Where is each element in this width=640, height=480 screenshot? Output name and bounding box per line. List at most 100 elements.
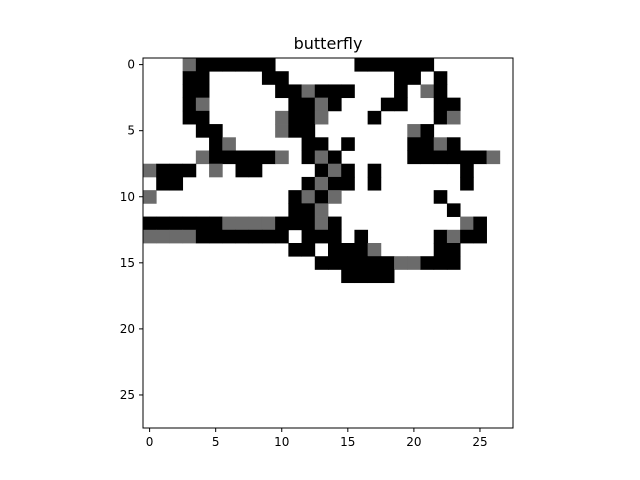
heatmap-cell <box>235 150 250 165</box>
heatmap-cell <box>460 216 474 231</box>
heatmap-cell <box>275 71 289 85</box>
heatmap-cell <box>195 97 210 112</box>
heatmap-cell <box>288 203 302 217</box>
heatmap-cell <box>182 163 197 178</box>
heatmap-cell <box>235 229 250 244</box>
heatmap-cell <box>328 190 342 204</box>
heatmap-cell <box>195 58 210 72</box>
heatmap-cell <box>446 97 461 112</box>
heatmap-cell <box>261 150 276 165</box>
heatmap-cell <box>394 256 408 270</box>
y-axis: 0 5 10 15 20 25 <box>120 58 143 402</box>
heatmap-cell <box>420 256 435 270</box>
heatmap-cell <box>367 110 382 125</box>
heatmap-cell <box>460 150 474 165</box>
heatmap-cell <box>433 97 448 112</box>
heatmap-cell <box>275 150 289 165</box>
heatmap-cell <box>248 229 263 244</box>
heatmap-cell <box>446 203 461 217</box>
y-tick-label: 25 <box>120 388 135 402</box>
heatmap-cell <box>433 256 448 270</box>
heatmap-cell <box>301 216 316 231</box>
heatmap-cell <box>301 110 316 125</box>
heatmap-cell <box>314 150 329 165</box>
heatmap-cell <box>433 71 448 85</box>
heatmap-cell <box>420 150 435 165</box>
heatmap-cell <box>156 216 170 231</box>
heatmap-cell <box>420 124 435 138</box>
heatmap-cell <box>328 243 342 257</box>
heatmap-cell <box>394 71 408 85</box>
heatmap-cell <box>301 229 316 244</box>
heatmap-cell <box>394 97 408 112</box>
heatmap-cell <box>354 58 369 72</box>
heatmap-cell <box>182 216 197 231</box>
heatmap-cell <box>433 110 448 125</box>
heatmap-cell <box>209 124 223 138</box>
heatmap-cell <box>433 243 448 257</box>
heatmap-cell <box>288 110 302 125</box>
heatmap-cell <box>380 97 395 112</box>
heatmap-cell <box>182 71 197 85</box>
heatmap-cell <box>288 97 302 112</box>
heatmap-cell <box>380 269 395 284</box>
heatmap-cell <box>433 190 448 204</box>
heatmap-cell <box>407 71 421 85</box>
heatmap-cell <box>301 137 316 151</box>
heatmap-cell <box>182 97 197 112</box>
heatmap-cell <box>341 243 355 257</box>
heatmap-cell <box>460 229 474 244</box>
heatmap-cell <box>248 58 263 72</box>
heatmap-cell <box>209 58 223 72</box>
heatmap-cell <box>473 229 487 244</box>
heatmap-cell <box>328 229 342 244</box>
heatmap-cell <box>209 150 223 165</box>
heatmap-cell <box>407 137 421 151</box>
heatmap-cell <box>433 229 448 244</box>
chart-title: butterfly <box>294 34 363 53</box>
heatmap-cell <box>314 190 329 204</box>
heatmap-cell <box>248 163 263 178</box>
heatmap-cell <box>143 190 157 204</box>
heatmap-cell <box>222 137 236 151</box>
heatmap-cell <box>380 58 395 72</box>
heatmap-cell <box>182 84 197 99</box>
heatmap-cell <box>407 124 421 138</box>
heatmap-cell <box>209 216 223 231</box>
heatmap-cell <box>169 229 184 244</box>
heatmap-cell <box>209 137 223 151</box>
heatmap-cell <box>314 97 329 112</box>
heatmap-cell <box>195 124 210 138</box>
heatmap-cell <box>261 58 276 72</box>
heatmap-cell <box>275 84 289 99</box>
x-tick-label: 0 <box>146 435 154 449</box>
heatmap-cell <box>446 243 461 257</box>
heatmap-cell <box>301 97 316 112</box>
heatmap-cell <box>486 150 501 165</box>
heatmap-cell <box>394 58 408 72</box>
heatmap-cell <box>169 216 184 231</box>
heatmap-cell <box>143 216 157 231</box>
heatmap-cell <box>288 124 302 138</box>
heatmap-cell <box>314 203 329 217</box>
heatmap-cell <box>328 256 342 270</box>
heatmap-cell <box>473 150 487 165</box>
heatmap-cell <box>235 216 250 231</box>
heatmap-cell <box>460 163 474 178</box>
heatmap-cell <box>367 256 382 270</box>
heatmap-cell <box>446 110 461 125</box>
heatmap-cell <box>235 163 250 178</box>
heatmap-cell <box>394 84 408 99</box>
heatmap-cell <box>367 163 382 178</box>
heatmap-cell <box>433 84 448 99</box>
heatmap-cell <box>209 229 223 244</box>
heatmap-cell <box>314 256 329 270</box>
heatmap-cell <box>143 229 157 244</box>
heatmap-cell <box>182 110 197 125</box>
heatmap-cell <box>275 124 289 138</box>
heatmap-cell <box>367 58 382 72</box>
heatmap-cell <box>380 256 395 270</box>
heatmap-cell <box>156 229 170 244</box>
heatmap-cell <box>222 150 236 165</box>
heatmap-cell <box>222 216 236 231</box>
